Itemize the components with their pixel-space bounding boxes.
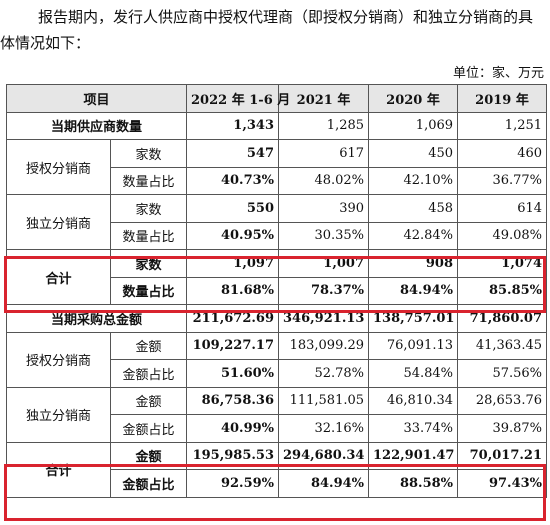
cell: 57.56%: [457, 359, 548, 388]
cell: 28,653.76: [457, 386, 548, 415]
cell: 70,017.21: [457, 441, 548, 470]
cell: 51.60%: [186, 359, 280, 388]
intro-paragraph: 报告期内，发行人供应商中授权代理商（即授权分销商）和独立分销商的具体情况如下：: [0, 8, 534, 52]
cell: 84.94%: [368, 276, 459, 305]
table-row: 金额占比 51.60% 52.78% 54.84% 57.56%: [7, 359, 548, 388]
cell: 33.74%: [368, 414, 459, 443]
row-label: 家数: [109, 249, 188, 278]
cell: 85.85%: [457, 276, 548, 305]
table-row: 合计 金额 195,985.53 294,680.34 122,901.47 7…: [6, 441, 548, 498]
cell: 550: [186, 194, 280, 223]
cell: 92.59%: [186, 469, 280, 498]
table-row: 数量占比 40.95% 30.35% 42.84% 49.08%: [7, 221, 548, 250]
col-header-2020: 2020 年: [368, 84, 459, 113]
row-label: 家数: [109, 194, 188, 223]
cell: 39.87%: [457, 414, 548, 443]
col-header-2021: 2021 年: [278, 84, 370, 113]
cell: 458: [368, 194, 459, 223]
row-label: 金额: [109, 386, 188, 415]
col-header-2019: 2019 年: [457, 84, 548, 113]
table-row: 合计 家数 1,097 1,007 908 1,074: [6, 249, 548, 305]
table-row: 授权分销商 金额 109,227.17 183,099.29 76,091.13…: [6, 331, 548, 388]
cell: 460: [457, 139, 548, 168]
cell: 346,921.13: [278, 304, 370, 333]
table-row: 数量占比 40.73% 48.02% 42.10% 36.77%: [7, 166, 548, 195]
row-label: 金额: [109, 331, 188, 360]
cell: 88.58%: [368, 469, 459, 498]
cell: 42.10%: [368, 166, 459, 195]
cell: 1,007: [278, 249, 370, 278]
cell: 40.95%: [186, 221, 280, 250]
table-row: 数量占比 81.68% 78.37% 84.94% 85.85%: [7, 276, 548, 305]
group-label: 授权分销商: [6, 139, 111, 195]
cell: 40.73%: [186, 166, 280, 195]
cell: 41,363.45: [457, 331, 548, 360]
cell: 122,901.47: [368, 441, 459, 470]
cell: 195,985.53: [186, 441, 280, 470]
cell: 547: [186, 139, 280, 168]
cell: 42.84%: [368, 221, 459, 250]
row-label: 当期采购总金额: [5, 304, 188, 333]
cell: 71,860.07: [457, 304, 548, 333]
cell: 36.77%: [457, 166, 548, 195]
cell: 109,227.17: [186, 331, 280, 360]
cell: 81.68%: [186, 276, 280, 305]
table-row: 金额占比 92.59% 84.94% 88.58% 97.43%: [7, 469, 548, 498]
cell: 78.37%: [278, 276, 370, 305]
table-row: 独立分销商 家数 550 390 458 614: [6, 194, 548, 250]
cell: 390: [278, 194, 370, 223]
header-row: 项目 2022 年 1-6 月 2021 年 2020 年 2019 年: [5, 84, 548, 113]
cell: 46,810.34: [368, 386, 459, 415]
col-header-item: 项目: [5, 84, 188, 113]
row-label: 数量占比: [109, 276, 188, 305]
row-label: 家数: [109, 139, 188, 168]
table-row: 当期采购总金额 211,672.69 346,921.13 138,757.01…: [5, 304, 548, 333]
row-label: 金额占比: [109, 469, 188, 498]
cell: 211,672.69: [186, 304, 280, 333]
row-label: 当期供应商数量: [5, 111, 188, 140]
cell: 54.84%: [368, 359, 459, 388]
cell: 40.99%: [186, 414, 280, 443]
col-header-2022h1: 2022 年 1-6 月: [186, 84, 290, 113]
cell: 97.43%: [457, 469, 548, 498]
cell: 84.94%: [278, 469, 370, 498]
cell: 138,757.01: [368, 304, 459, 333]
cell: 1,097: [186, 249, 280, 278]
cell: 76,091.13: [368, 331, 459, 360]
cell: 450: [368, 139, 459, 168]
cell: 32.16%: [278, 414, 370, 443]
cell: 1,285: [278, 111, 370, 140]
cell: 48.02%: [278, 166, 370, 195]
group-label: 独立分销商: [6, 386, 111, 443]
cell: 614: [457, 194, 548, 223]
row-label: 金额: [109, 441, 188, 470]
cell: 111,581.05: [278, 386, 370, 415]
distributor-table: 项目 2022 年 1-6 月 2021 年 2020 年 2019 年 当期供…: [5, 84, 548, 498]
cell: 183,099.29: [278, 331, 370, 360]
cell: 908: [368, 249, 459, 278]
cell: 30.35%: [278, 221, 370, 250]
cell: 1,343: [186, 111, 280, 140]
table-row: 当期供应商数量 1,343 1,285 1,069 1,251: [5, 111, 548, 140]
cell: 49.08%: [457, 221, 548, 250]
cell: 617: [278, 139, 370, 168]
table-row: 授权分销商 家数 547 617 450 460: [6, 139, 548, 195]
group-label: 授权分销商: [6, 331, 111, 388]
cell: 294,680.34: [278, 441, 370, 470]
unit-note: 单位：家、万元: [452, 66, 544, 81]
row-label: 数量占比: [109, 166, 188, 195]
row-label: 金额占比: [109, 359, 188, 388]
row-label: 数量占比: [109, 221, 188, 250]
cell: 52.78%: [278, 359, 370, 388]
table-row: 独立分销商 金额 86,758.36 111,581.05 46,810.34 …: [6, 386, 548, 443]
group-label: 合计: [6, 441, 111, 498]
cell: 1,251: [457, 111, 548, 140]
cell: 1,074: [457, 249, 548, 278]
cell: 86,758.36: [186, 386, 280, 415]
cell: 1,069: [368, 111, 459, 140]
table-row: 金额占比 40.99% 32.16% 33.74% 39.87%: [7, 414, 548, 443]
group-label: 合计: [6, 249, 111, 305]
group-label: 独立分销商: [6, 194, 111, 250]
row-label: 金额占比: [109, 414, 188, 443]
